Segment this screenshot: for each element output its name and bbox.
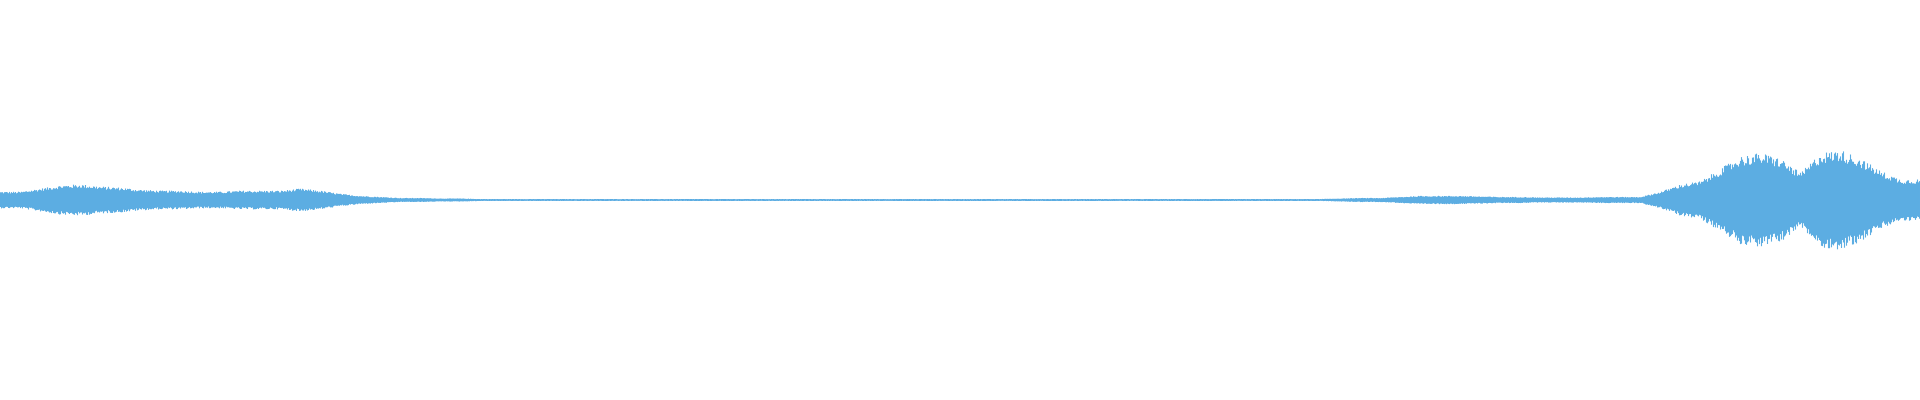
- waveform-bars: [0, 151, 1920, 250]
